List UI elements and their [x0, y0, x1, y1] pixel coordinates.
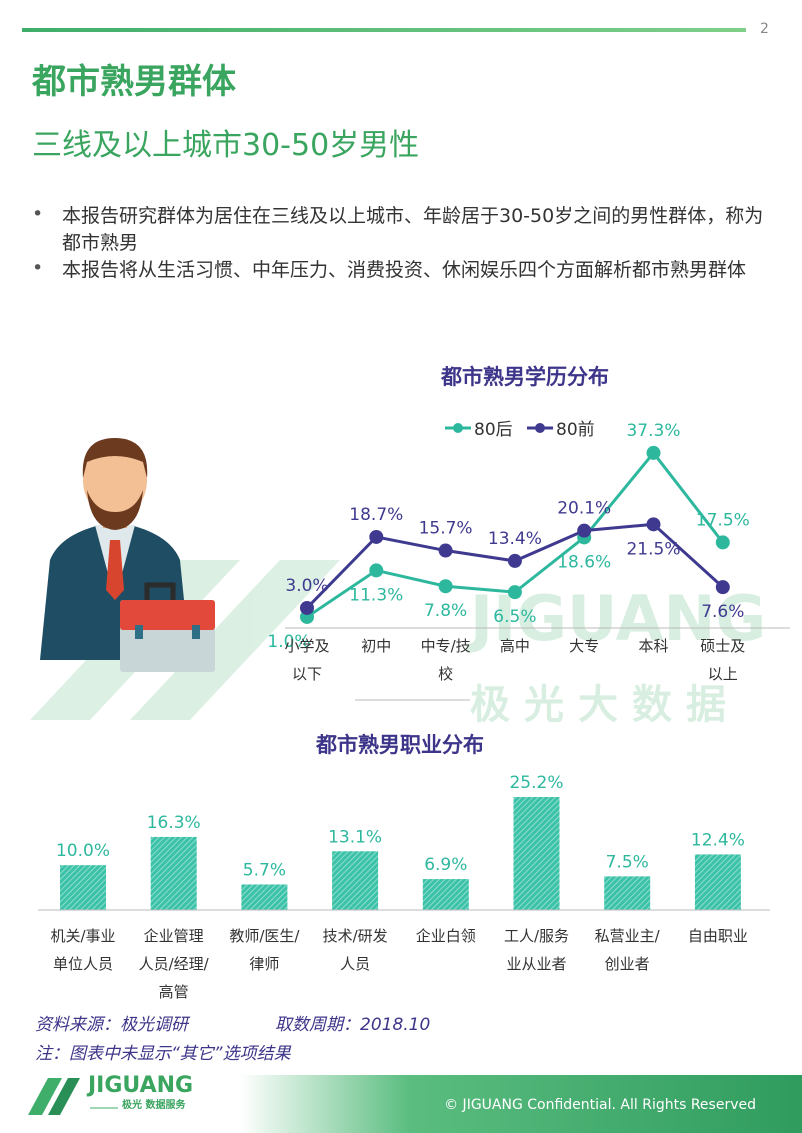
- bar: [241, 884, 288, 910]
- x-tick-label: 小学及以下: [284, 637, 330, 683]
- x-tick-label: 中专/技校: [420, 637, 471, 683]
- point: [438, 579, 453, 594]
- bullet: 本报告研究群体为居住在三线及以上城市、年龄居于30-50岁之间的男性群体，称为都…: [62, 205, 764, 254]
- value-label: 17.5%: [696, 510, 750, 530]
- legend-marker: [535, 423, 545, 433]
- page-number: 2: [760, 21, 769, 37]
- point: [369, 563, 384, 578]
- bar: [694, 854, 741, 910]
- bar: [150, 836, 197, 910]
- value-label: 7.8%: [424, 601, 467, 621]
- x-tick-label: 高中: [499, 637, 530, 655]
- x-tick-label: 硕士及以上: [700, 637, 746, 683]
- value-label: 10.0%: [56, 841, 110, 861]
- x-tick-label: 技术/研发人员: [322, 927, 388, 973]
- value-label: 7.5%: [606, 852, 649, 872]
- x-tick-label: 工人/服务业从业者: [503, 927, 570, 973]
- x-tick-label: 本科: [638, 637, 669, 655]
- value-label: 18.6%: [557, 552, 611, 572]
- value-label: 18.7%: [349, 505, 403, 525]
- legend-label: 80后: [474, 420, 513, 440]
- x-tick-label: 初中: [361, 637, 392, 655]
- bar: [604, 876, 651, 910]
- value-label: 1.0%: [267, 632, 310, 652]
- legend-label: 80前: [556, 420, 595, 440]
- man-illustration: [40, 438, 215, 672]
- point: [646, 445, 661, 460]
- chart-title: 都市熟男职业分布: [315, 733, 484, 757]
- value-label: 13.1%: [328, 827, 382, 847]
- value-label: 25.2%: [509, 773, 563, 793]
- point: [507, 553, 522, 568]
- value-label: 15.7%: [419, 519, 473, 539]
- svg-text:极光大数据: 极光大数据: [470, 682, 740, 728]
- value-label: 7.6%: [701, 602, 744, 622]
- value-label: 11.3%: [349, 585, 403, 605]
- value-label: 6.9%: [424, 855, 467, 875]
- point: [577, 523, 592, 538]
- bar: [422, 879, 469, 910]
- value-label: 20.1%: [557, 499, 611, 519]
- value-label: 13.4%: [488, 529, 542, 549]
- point: [715, 535, 730, 550]
- x-tick-label: 私营业主/创业者: [594, 927, 660, 973]
- footer-logo: [28, 1078, 118, 1115]
- value-label: 16.3%: [147, 813, 201, 833]
- x-tick-label: 机关/事业单位人员: [50, 927, 116, 973]
- point: [646, 517, 661, 532]
- logo-subtext: 极光 数据服务: [122, 1100, 186, 1111]
- value-label: 3.0%: [285, 576, 328, 596]
- logo-text: JIGUANG: [88, 1073, 194, 1098]
- bullet-dot: •: [32, 257, 44, 279]
- copyright: © JIGUANG Confidential. All Rights Reser…: [444, 1097, 756, 1113]
- legend-marker: [453, 423, 463, 433]
- x-tick-label: 自由职业: [687, 927, 748, 945]
- bar: [60, 865, 106, 910]
- point: [369, 529, 384, 544]
- source: 资料来源：极光调研: [35, 1015, 188, 1035]
- point: [715, 580, 730, 595]
- note: 注：图表中未显示“其它”选项结果: [35, 1044, 291, 1064]
- value-label: 6.5%: [493, 607, 536, 627]
- point: [438, 543, 453, 558]
- bullet-dot: •: [32, 203, 44, 225]
- subtitle: 三线及以上城市30-50岁男性: [32, 128, 420, 163]
- bullet: 本报告将从生活习惯、中年压力、消费投资、休闲娱乐四个方面解析都市熟男群体: [62, 259, 747, 281]
- x-tick-label: 大专: [569, 637, 600, 655]
- footer-band: [240, 1075, 802, 1133]
- point: [507, 585, 522, 600]
- value-label: 21.5%: [626, 539, 680, 559]
- period: 取数周期：2018.10: [275, 1015, 431, 1035]
- chart-title: 都市熟男学历分布: [440, 365, 609, 389]
- top-rule: [22, 28, 746, 32]
- x-tick-label: 企业管理人员/经理/高管: [138, 927, 209, 1001]
- value-label: 12.4%: [691, 830, 745, 850]
- x-tick-label: 教师/医生/律师: [229, 927, 300, 973]
- x-tick-label: 企业白领: [415, 927, 476, 945]
- value-label: 5.7%: [243, 860, 286, 880]
- value-label: 37.3%: [626, 421, 680, 441]
- bar: [513, 797, 560, 910]
- bar: [332, 851, 379, 910]
- title: 都市熟男群体: [32, 62, 236, 102]
- point: [300, 600, 314, 615]
